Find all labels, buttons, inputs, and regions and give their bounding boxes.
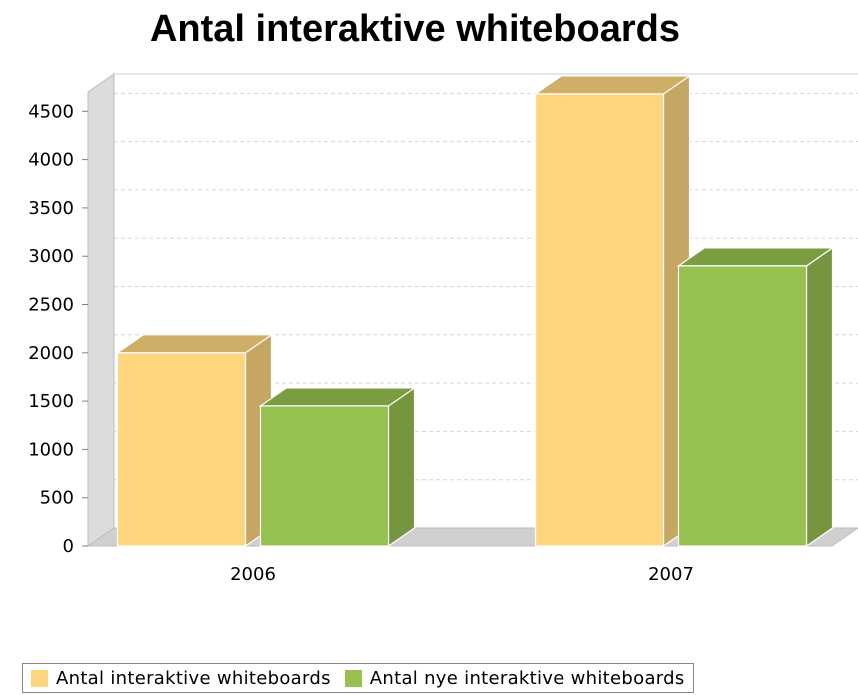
legend-swatch-series-1 <box>31 669 48 687</box>
legend-label-series-1: Antal interaktive whiteboards <box>56 667 331 689</box>
y-tick-label: 4000 <box>28 150 74 171</box>
left-wall <box>87 73 115 547</box>
bar-top <box>115 334 274 354</box>
chart-title: Antal interaktive whiteboards <box>149 8 680 50</box>
y-tick-label: 500 <box>40 488 74 509</box>
bar <box>115 333 274 548</box>
legend-item-series-1: Antal interaktive whiteboards <box>31 668 331 689</box>
bar-front <box>677 265 808 547</box>
y-tick-label: 3000 <box>28 246 74 267</box>
x-tick-label: 2006 <box>230 564 276 585</box>
bar-top <box>533 75 692 95</box>
bar-top <box>258 387 417 407</box>
bar <box>676 246 835 548</box>
y-tick-label: 1500 <box>28 391 74 412</box>
y-tick-label: 3500 <box>28 198 74 219</box>
y-tick-label: 4500 <box>28 101 74 122</box>
legend-label-series-2: Antal nye interaktive whiteboards <box>369 667 685 689</box>
plot-area: 0 500 1000 1500 2000 2500 3000 3500 4000 4500 200… <box>28 73 858 585</box>
bar-side <box>805 246 834 548</box>
y-tick-label: 2000 <box>28 343 74 364</box>
legend-item-series-2: Antal nye interaktive whiteboards <box>344 667 685 689</box>
bar-front <box>259 405 390 547</box>
bar-side <box>387 386 416 548</box>
bar <box>258 386 417 548</box>
bar <box>533 74 692 548</box>
y-tick-label: 2500 <box>28 295 74 316</box>
y-tick-label: 0 <box>63 536 74 557</box>
legend: Antal interaktive whiteboards Antal nye … <box>22 663 694 693</box>
bar-front <box>116 352 247 547</box>
bar-front <box>534 93 665 547</box>
legend-swatch-series-2 <box>344 669 362 687</box>
y-tick-label: 1000 <box>28 439 74 460</box>
x-tick-label: 2007 <box>648 564 694 585</box>
bar-top <box>676 247 835 267</box>
